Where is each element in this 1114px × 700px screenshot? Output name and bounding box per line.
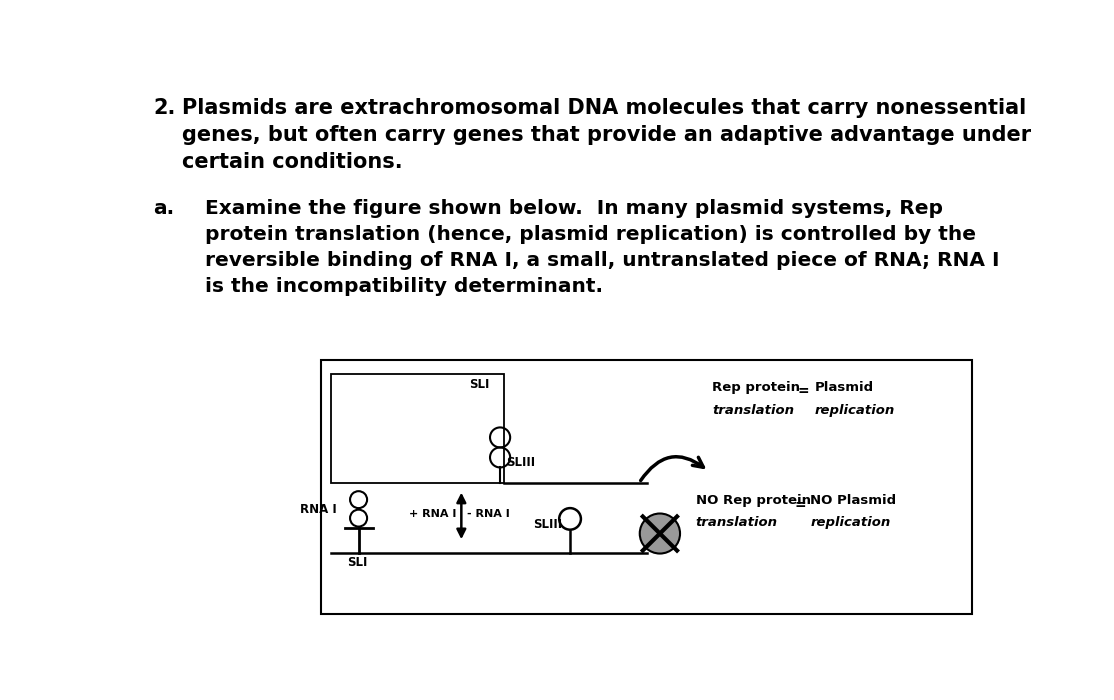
Text: translation: translation bbox=[712, 405, 794, 417]
Text: SLI: SLI bbox=[346, 556, 368, 569]
Text: =: = bbox=[794, 498, 807, 512]
Text: Plasmids are extrachromosomal DNA molecules that carry nonessential
genes, but o: Plasmids are extrachromosomal DNA molecu… bbox=[182, 98, 1030, 172]
Text: NO Plasmid: NO Plasmid bbox=[810, 494, 897, 508]
Text: Examine the figure shown below.  In many plasmid systems, Rep
protein translatio: Examine the figure shown below. In many … bbox=[205, 199, 999, 295]
Text: a.: a. bbox=[154, 199, 174, 218]
Bar bbox=[321, 360, 973, 614]
Text: replication: replication bbox=[815, 405, 896, 417]
Text: Rep protein: Rep protein bbox=[712, 382, 800, 394]
Bar bbox=[332, 374, 504, 483]
Text: translation: translation bbox=[696, 516, 778, 529]
Text: 2.: 2. bbox=[154, 98, 176, 118]
Text: SLIII: SLIII bbox=[506, 456, 536, 469]
Text: + RNA I: + RNA I bbox=[409, 510, 456, 519]
Text: RNA I: RNA I bbox=[300, 503, 336, 516]
Circle shape bbox=[639, 514, 680, 554]
Text: Plasmid: Plasmid bbox=[815, 382, 874, 394]
Text: =: = bbox=[798, 384, 809, 398]
Text: - RNA I: - RNA I bbox=[467, 510, 509, 519]
Text: NO Rep protein: NO Rep protein bbox=[696, 494, 811, 508]
Text: replication: replication bbox=[810, 516, 891, 529]
Text: SLI: SLI bbox=[469, 378, 489, 391]
Text: SLIII: SLIII bbox=[534, 518, 563, 531]
